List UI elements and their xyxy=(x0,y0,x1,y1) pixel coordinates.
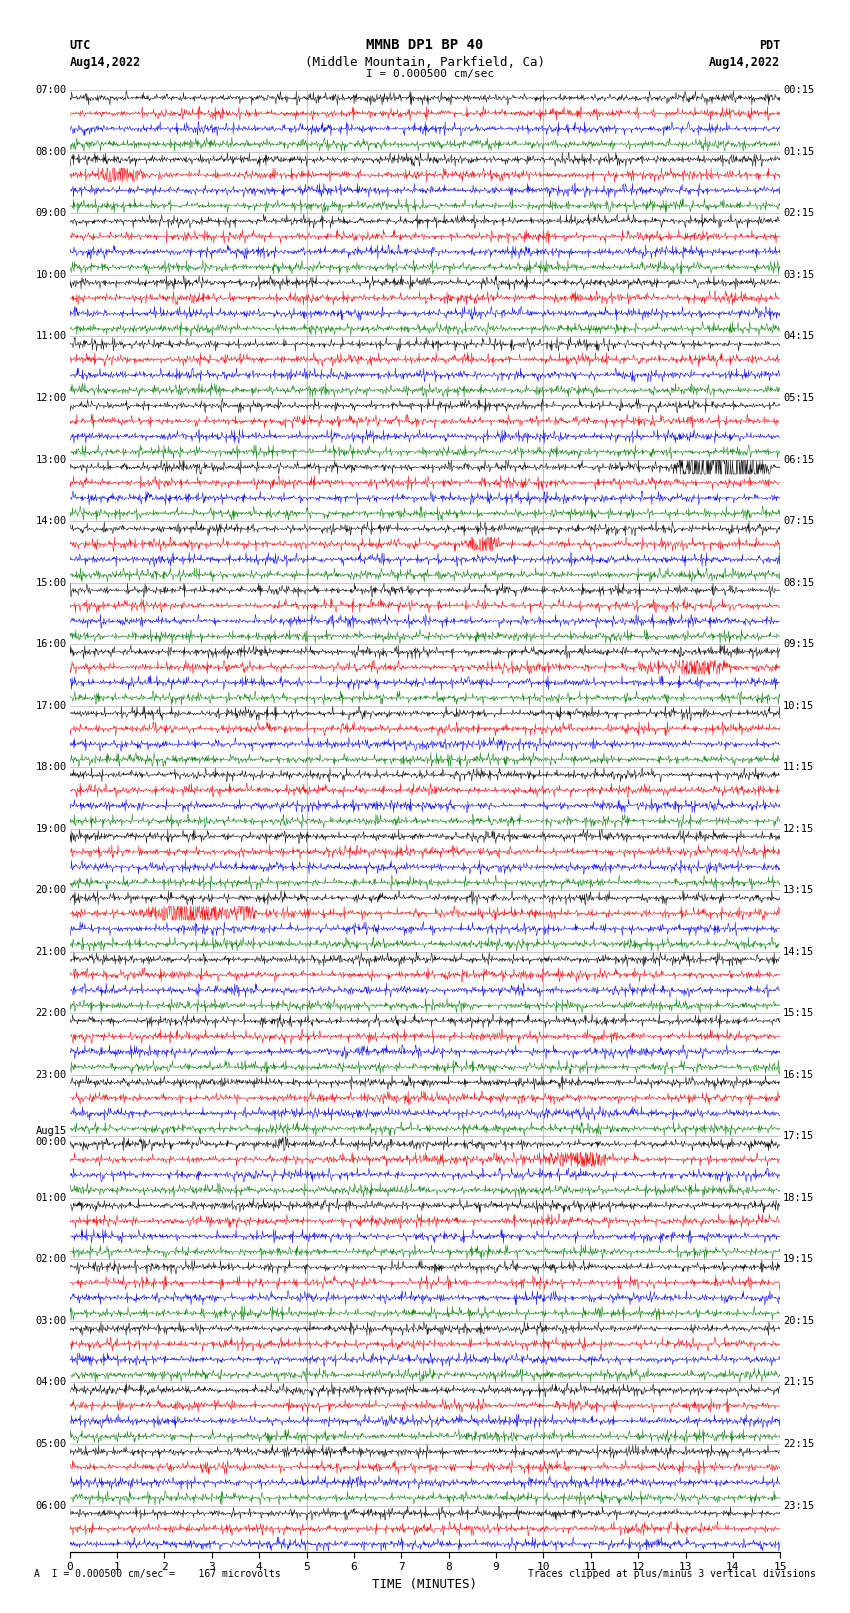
Text: MMNB DP1 BP 40: MMNB DP1 BP 40 xyxy=(366,39,484,52)
Text: (Middle Mountain, Parkfield, Ca): (Middle Mountain, Parkfield, Ca) xyxy=(305,56,545,69)
Text: PDT: PDT xyxy=(759,39,780,52)
Text: I = 0.000500 cm/sec: I = 0.000500 cm/sec xyxy=(366,69,494,79)
X-axis label: TIME (MINUTES): TIME (MINUTES) xyxy=(372,1578,478,1590)
Text: UTC: UTC xyxy=(70,39,91,52)
Text: Aug14,2022: Aug14,2022 xyxy=(709,56,780,69)
Text: Traces clipped at plus/minus 3 vertical divisions: Traces clipped at plus/minus 3 vertical … xyxy=(528,1569,816,1579)
Text: Aug14,2022: Aug14,2022 xyxy=(70,56,141,69)
Text: A  I = 0.000500 cm/sec =    167 microvolts: A I = 0.000500 cm/sec = 167 microvolts xyxy=(34,1569,280,1579)
